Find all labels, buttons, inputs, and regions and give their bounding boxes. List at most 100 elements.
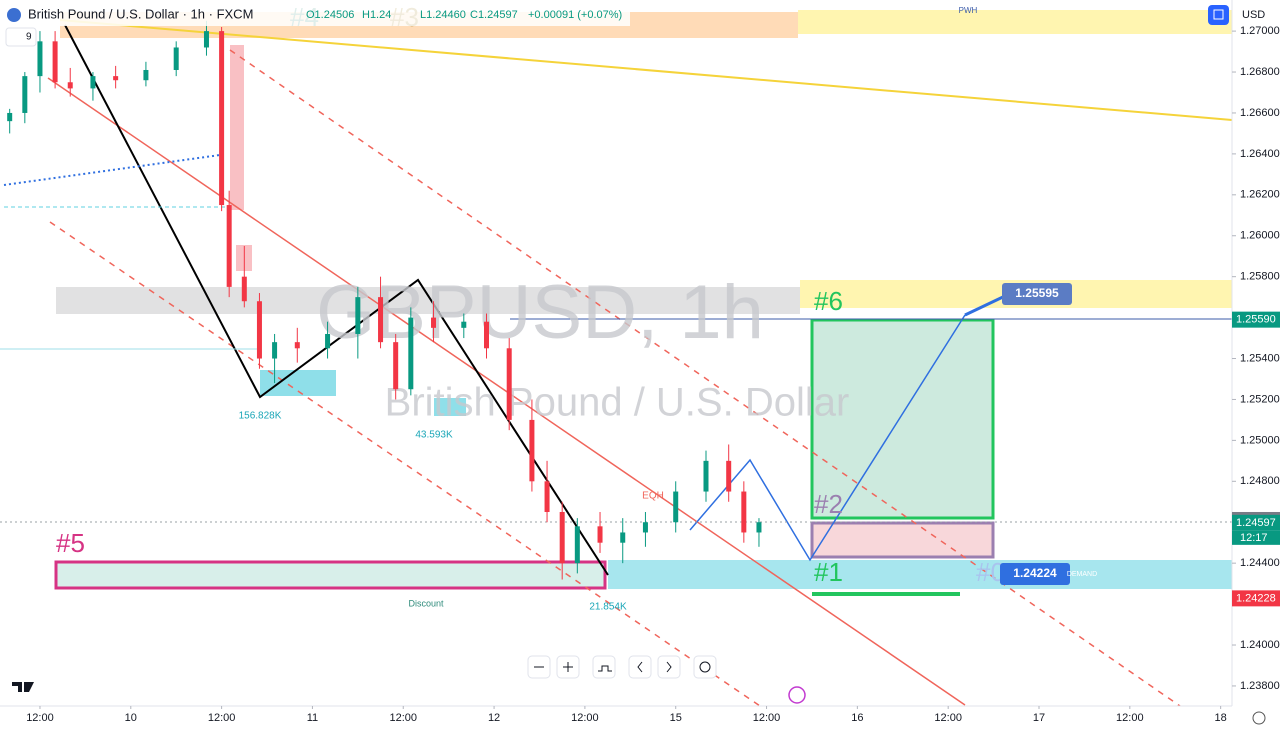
candle-body (219, 31, 225, 206)
candle-body (7, 112, 13, 122)
annotations: #4 #3 #5 #6 #2 #1 #0 156.828K 43.593K 21… (56, 2, 1097, 613)
icon (637, 661, 643, 673)
x-tick-label: 12:00 (753, 712, 781, 724)
candle-body (574, 526, 580, 564)
y-tick-label: 1.26400 (1240, 148, 1280, 160)
target-label: 1.25595 (1015, 286, 1059, 300)
x-tick-label: 10 (125, 712, 137, 724)
candle-body (355, 297, 361, 334)
candle-body (461, 321, 467, 328)
candle-body (741, 491, 747, 533)
settings-button[interactable] (1208, 5, 1229, 25)
price-badge (1232, 514, 1280, 531)
candle-body (642, 522, 648, 533)
symbol-icon (7, 8, 21, 22)
watermark-name: British Pound / U.S. Dollar (385, 381, 850, 425)
range-zone (56, 287, 800, 314)
candle-body (272, 342, 278, 359)
candle-body (726, 460, 732, 492)
candle-body (431, 317, 437, 328)
candle-body (484, 321, 490, 349)
pwh-label: PWH (959, 6, 978, 15)
y-tick-label: 1.27000 (1240, 25, 1280, 37)
target-box (810, 318, 995, 520)
x-tick-label: 16 (851, 712, 863, 724)
label-2: #2 (814, 489, 843, 519)
candle-body (673, 491, 679, 523)
x-tick-label: 18 (1215, 712, 1227, 724)
candle-body (241, 276, 247, 302)
candle-body (37, 41, 43, 77)
icon (666, 661, 672, 673)
tv-logo (12, 682, 34, 692)
x-tick-label: 12:00 (26, 712, 54, 724)
price-badge-label: 1.24228 (1236, 592, 1276, 604)
x-tick-label: 17 (1033, 712, 1045, 724)
candle-body (90, 76, 96, 89)
indicator-count: 9 (26, 32, 32, 43)
watermark-ticker: GBPUSD, 1h (316, 270, 764, 355)
candle-body (294, 342, 300, 349)
price-badge-label: 1.25590 (1236, 314, 1276, 326)
candle-body (256, 301, 262, 359)
candle-body (325, 333, 331, 349)
entry-badge (1000, 563, 1070, 585)
y-tick-label: 1.24400 (1240, 557, 1280, 569)
y-tick-label: 1.26200 (1240, 189, 1280, 201)
icon (563, 662, 573, 672)
candle-body (143, 69, 149, 81)
candle-body (408, 317, 414, 390)
stop-box (810, 521, 995, 559)
candle-body (703, 460, 709, 492)
candle-body (67, 82, 73, 89)
demand-zone (434, 398, 466, 416)
trend-line (47, 77, 966, 706)
reset-chart[interactable] (693, 655, 717, 679)
x-tick-label: 12:00 (208, 712, 236, 724)
label-6: #6 (814, 286, 843, 316)
scroll-left[interactable] (628, 655, 652, 679)
candle-body (620, 532, 626, 543)
volume-label: 21.854K (589, 602, 627, 613)
header-bg (0, 4, 630, 26)
projection (964, 294, 1006, 317)
candle-body (559, 512, 565, 564)
price-axis (1232, 0, 1280, 728)
y-tick-label: 1.24000 (1240, 639, 1280, 651)
y-tick-label: 1.23800 (1240, 680, 1280, 692)
indicator-toggle[interactable] (5, 27, 37, 47)
x-tick-label: 15 (670, 712, 682, 724)
fvg-zone (230, 45, 244, 210)
projection (689, 314, 966, 562)
currency[interactable]: USD (1242, 9, 1265, 21)
discount-label: Discount (408, 598, 444, 608)
candle-body (226, 205, 232, 287)
y-tick-label: 1.25400 (1240, 352, 1280, 364)
reset-scale[interactable] (592, 655, 616, 679)
ohlc-open: O1.24506 (306, 9, 354, 21)
candle-body (393, 342, 399, 390)
countdown: 12:17 (1240, 532, 1268, 544)
y-tick-label: 1.25800 (1240, 271, 1280, 283)
axis-settings[interactable] (1252, 711, 1266, 725)
ohlc-low: L1.24460 (420, 9, 466, 21)
candle-body (529, 419, 535, 482)
y-tick-label: 1.26600 (1240, 107, 1280, 119)
y-tick-label: 1.24800 (1240, 475, 1280, 487)
scroll-right[interactable] (657, 655, 681, 679)
y-tick-label: 1.26800 (1240, 66, 1280, 78)
supply-zone (798, 10, 1232, 34)
demand-zone (608, 560, 1232, 589)
header: British Pound / U.S. Dollar · 1h · FXCM … (0, 4, 1265, 47)
ohlc-change: +0.00091 (+0.07%) (528, 9, 622, 21)
eqh-label: EQH (642, 491, 664, 502)
candle-body (756, 522, 762, 533)
countdown-badge (1232, 530, 1280, 545)
label-1: #1 (814, 557, 843, 587)
events-icon[interactable] (788, 686, 806, 704)
price-badge-label: 1.24597 (1236, 517, 1276, 529)
x-tick-label: 12 (488, 712, 500, 724)
channel-line (229, 49, 1181, 707)
ohlc-close: C1.24597 (470, 9, 518, 21)
